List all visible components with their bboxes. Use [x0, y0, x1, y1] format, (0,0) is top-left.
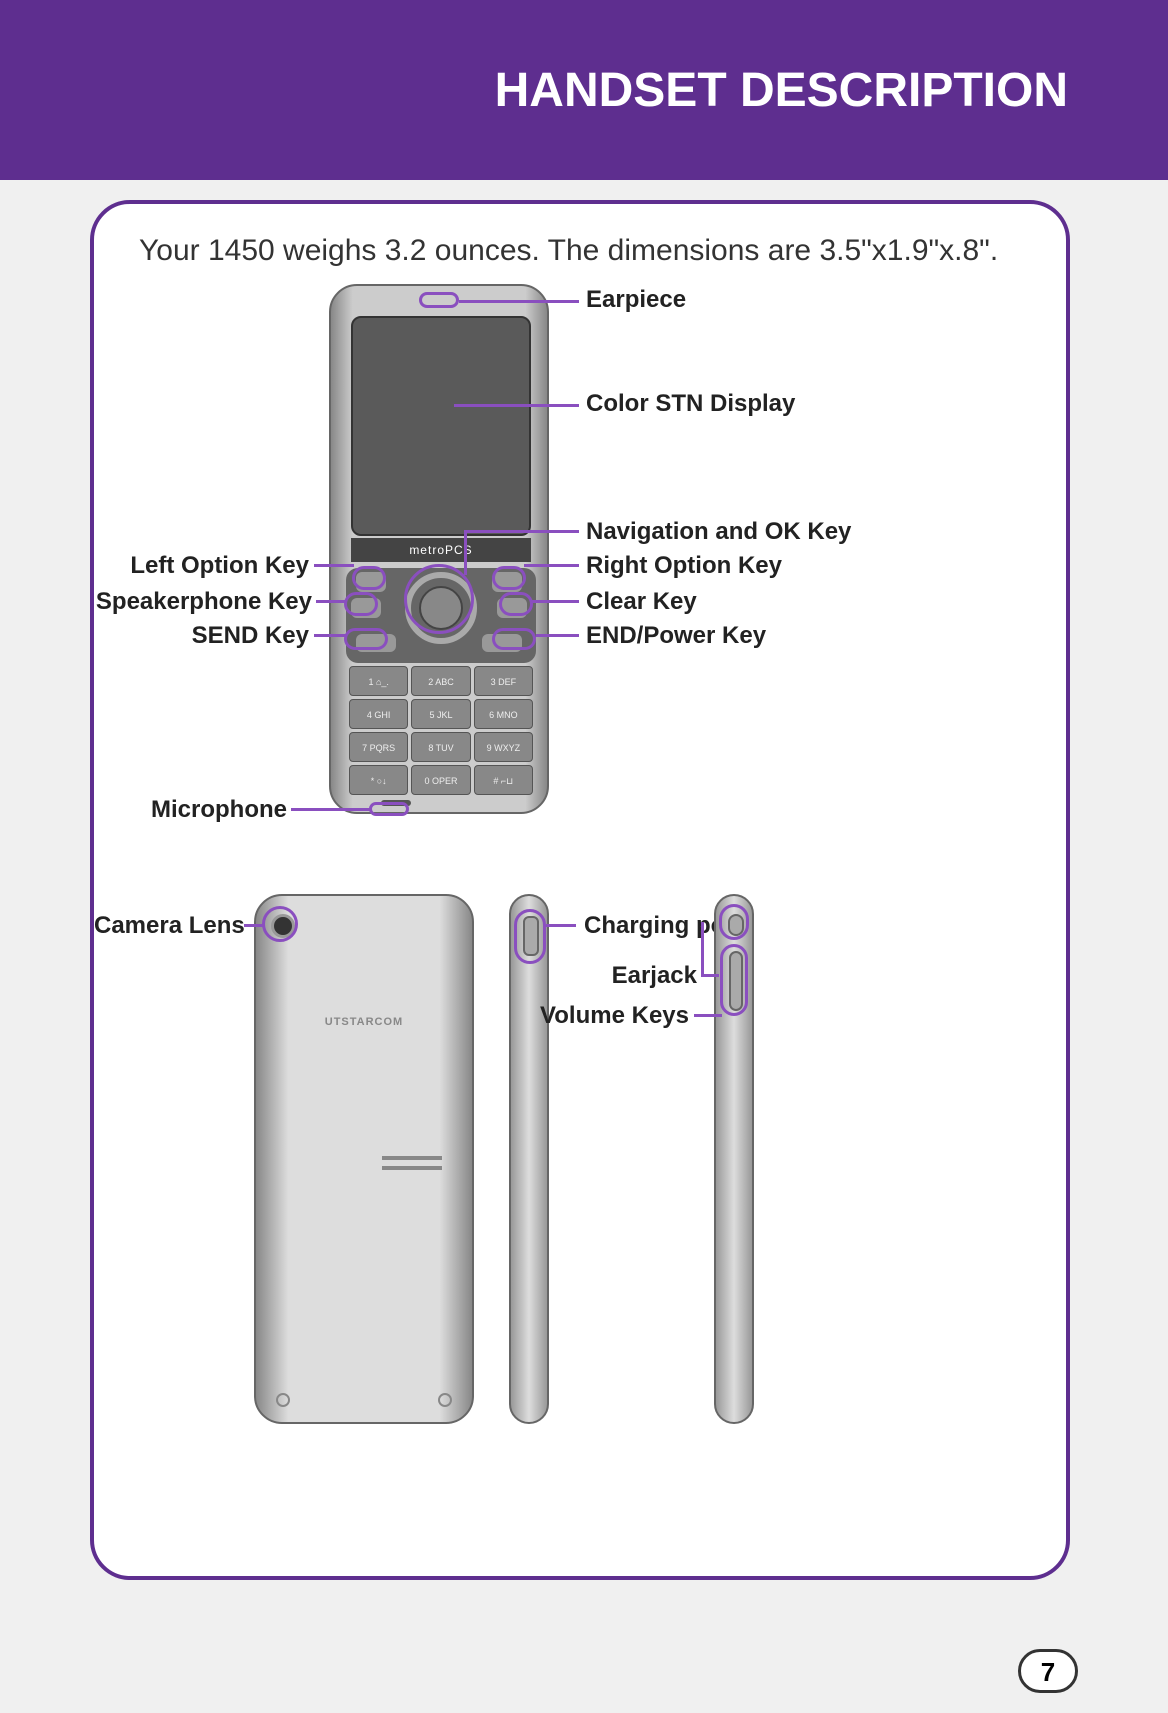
marker-leftopt	[352, 566, 386, 590]
label-display: Color STN Display	[586, 390, 795, 418]
key-0: 0 OPER	[411, 765, 470, 795]
label-earpiece: Earpiece	[586, 286, 686, 314]
key-9: 9 WXYZ	[474, 732, 533, 762]
screw-icon	[276, 1393, 290, 1407]
label-end: END/Power Key	[586, 622, 766, 650]
label-earjack: Earjack	[602, 962, 697, 990]
line-end	[536, 634, 579, 637]
line-rightopt	[524, 564, 579, 567]
key-2: 2 ABC	[411, 666, 470, 696]
brand-back: UTSTARCOM	[256, 1016, 472, 1028]
page-title: HANDSET DESCRIPTION	[495, 63, 1068, 118]
key-8: 8 TUV	[411, 732, 470, 762]
marker-camera	[262, 906, 298, 942]
phone-front-view: metroPCS 1 ⌂_. 2 ABC 3 DEF 4 GHI 5 JKL 6…	[329, 284, 549, 814]
handset-diagram: metroPCS 1 ⌂_. 2 ABC 3 DEF 4 GHI 5 JKL 6…	[94, 274, 1066, 1554]
screw-icon	[438, 1393, 452, 1407]
key-4: 4 GHI	[349, 699, 408, 729]
marker-volume	[720, 944, 748, 1016]
brand-front: metroPCS	[351, 538, 531, 562]
key-hash: # ⌐⊔	[474, 765, 533, 795]
marker-earjack	[719, 904, 749, 940]
intro-text: Your 1450 weighs 3.2 ounces. The dimensi…	[139, 234, 1066, 268]
line-camera	[244, 924, 264, 927]
marker-charging	[514, 909, 546, 964]
line-send	[314, 634, 346, 637]
key-1: 1 ⌂_.	[349, 666, 408, 696]
label-camera: Camera Lens	[94, 912, 242, 940]
marker-send	[344, 628, 388, 650]
page-header: HANDSET DESCRIPTION	[0, 0, 1168, 180]
label-navok: Navigation and OK Key	[586, 518, 851, 546]
grip-line	[382, 1156, 442, 1160]
key-3: 3 DEF	[474, 666, 533, 696]
line-earpiece	[459, 300, 579, 303]
page-number: 7	[1018, 1649, 1078, 1693]
label-spk: Speakerphone Key	[94, 588, 312, 616]
marker-spk	[344, 592, 378, 616]
key-star: * ○↓	[349, 765, 408, 795]
line-volume	[694, 1014, 722, 1017]
key-7: 7 PQRS	[349, 732, 408, 762]
key-6: 6 MNO	[474, 699, 533, 729]
keypad: 1 ⌂_. 2 ABC 3 DEF 4 GHI 5 JKL 6 MNO 7 PQ…	[349, 666, 533, 795]
line-charging	[546, 924, 576, 927]
content-frame: Your 1450 weighs 3.2 ounces. The dimensi…	[90, 200, 1070, 1580]
vline-earjack	[701, 922, 704, 976]
phone-screen	[351, 316, 531, 536]
marker-end	[492, 628, 536, 650]
marker-rightopt	[492, 566, 526, 590]
line-leftopt	[314, 564, 354, 567]
line-spk	[316, 600, 346, 603]
line-display	[454, 404, 579, 407]
label-send: SEND Key	[174, 622, 309, 650]
grip-line	[382, 1166, 442, 1170]
label-leftopt: Left Option Key	[124, 552, 309, 580]
line-navok	[464, 530, 579, 533]
key-5: 5 JKL	[411, 699, 470, 729]
phone-side-left	[509, 894, 549, 1424]
marker-mic	[369, 802, 409, 816]
marker-clear	[499, 592, 533, 616]
label-clear: Clear Key	[586, 588, 697, 616]
vline-navok	[464, 530, 467, 575]
marker-earpiece	[419, 292, 459, 308]
line-mic	[291, 808, 371, 811]
line-clear	[532, 600, 579, 603]
label-rightopt: Right Option Key	[586, 552, 782, 580]
label-mic: Microphone	[149, 796, 287, 824]
phone-back-view: UTSTARCOM	[254, 894, 474, 1424]
label-volume: Volume Keys	[539, 1002, 689, 1030]
